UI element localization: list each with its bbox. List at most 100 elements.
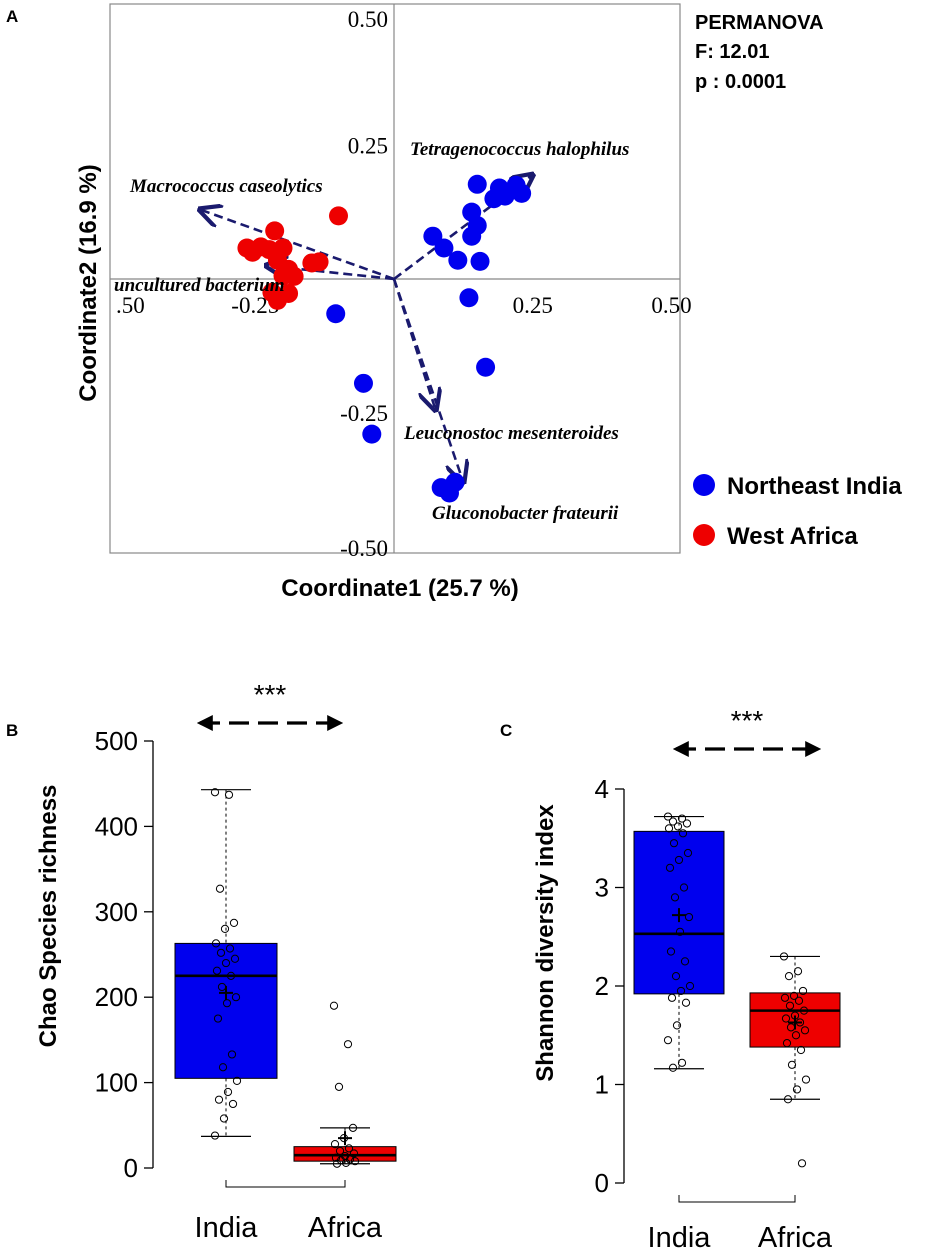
africa-point	[329, 206, 348, 226]
india-data-point	[677, 814, 687, 823]
africa-data-point	[780, 993, 790, 1002]
y-tick-label: 0	[595, 1168, 609, 1198]
india-data-point	[221, 958, 231, 968]
panel-label-c: C	[500, 721, 512, 740]
pcoa-y-tick-label: -0.50	[340, 536, 388, 561]
x-category-label: India	[648, 1222, 712, 1251]
india-data-point	[679, 883, 689, 892]
y-tick-label: 0	[124, 1153, 138, 1183]
significance-label: ***	[254, 679, 287, 710]
india-data-point	[676, 986, 686, 996]
pcoa-y-tick-label: 0.25	[348, 133, 388, 158]
africa-data-point	[779, 952, 789, 961]
india-data-point	[220, 924, 230, 933]
india-data-point	[670, 893, 680, 902]
africa-data-point	[783, 1095, 793, 1104]
india-data-point	[227, 1050, 237, 1059]
africa-point	[265, 221, 285, 241]
pcoa-y-tick-label: -0.25	[340, 401, 388, 426]
india-mean-marker	[672, 908, 686, 923]
india-point	[431, 478, 451, 498]
india-data-point	[665, 863, 675, 872]
shannon-boxplot: 0 1 2 3 4 India Africa ***	[595, 705, 841, 1251]
y-tick-label: 2	[595, 971, 609, 1001]
pcoa-x-title: Coordinate1 (25.7 %)	[281, 575, 518, 602]
africa-data-point	[331, 1153, 341, 1162]
india-data-point	[216, 948, 226, 957]
pcoa-legend: Northeast India West Africa	[693, 473, 902, 550]
vector-label: Tetragenococcus halophilus	[410, 139, 629, 160]
india-data-point	[232, 1076, 242, 1085]
x-axis-bracket	[225, 1180, 346, 1188]
africa-mean-marker	[338, 1131, 352, 1146]
y-tick-label: 3	[595, 873, 609, 903]
africa-data-point	[334, 1082, 344, 1091]
india-data-point	[685, 981, 695, 991]
legend-swatch-india	[693, 474, 715, 496]
legend-label-africa: West Africa	[727, 523, 858, 550]
panel-label-a: A	[6, 7, 18, 26]
india-data-point	[212, 966, 222, 975]
india-data-point	[223, 1087, 233, 1097]
africa-data-point	[797, 1159, 807, 1168]
y-tick-label: 100	[95, 1068, 138, 1098]
india-point	[434, 238, 454, 258]
africa-data-point	[798, 986, 808, 996]
africa-data-point	[787, 1060, 797, 1069]
india-point	[326, 304, 346, 324]
chao-boxplot: 0 100 200 300 400 500 India Africa ***	[95, 679, 397, 1244]
permanova-p: p : 0.0001	[695, 71, 786, 93]
vector-label: Gluconobacter frateurii	[432, 503, 619, 524]
africa-data-point	[799, 1006, 809, 1015]
india-data-point	[228, 1099, 238, 1109]
india-point	[476, 357, 496, 377]
india-data-point	[681, 998, 691, 1007]
india-data-point	[666, 947, 676, 956]
africa-data-point	[801, 1075, 811, 1084]
india-box	[174, 942, 278, 1079]
india-data-point	[215, 884, 225, 893]
pcoa-x-tick-label: 0.50	[651, 293, 691, 318]
africa-point	[309, 252, 329, 272]
africa-data-point	[332, 1159, 342, 1168]
legend-swatch-africa	[693, 524, 715, 546]
africa-data-point	[343, 1040, 353, 1049]
india-data-point	[211, 939, 221, 948]
africa-data-point	[330, 1139, 340, 1149]
africa-data-point	[791, 1031, 801, 1040]
india-data-point	[680, 957, 690, 966]
chao-y-title: Chao Species richness	[35, 785, 62, 1048]
india-data-point	[219, 1114, 229, 1123]
legend-label-india: Northeast India	[727, 473, 902, 500]
africa-data-point	[781, 1014, 791, 1023]
africa-data-point	[794, 996, 804, 1005]
india-data-point	[672, 1021, 682, 1030]
africa-data-point	[349, 1149, 359, 1158]
shannon-y-title: Shannon diversity index	[532, 804, 559, 1082]
india-point	[484, 189, 504, 209]
y-tick-label: 400	[95, 811, 138, 841]
india-data-point	[671, 972, 681, 981]
africa-mean-marker	[788, 1015, 802, 1030]
india-data-point	[682, 819, 692, 828]
india-data-point	[675, 927, 685, 936]
significance-label: ***	[731, 705, 764, 736]
india-data-point	[210, 788, 220, 797]
panel-label-b: B	[6, 721, 18, 740]
pcoa-x-tick-label: 0.25	[513, 293, 553, 318]
permanova-title: PERMANOVA	[695, 12, 824, 34]
africa-data-point	[782, 1039, 792, 1048]
africa-data-point	[800, 1026, 810, 1035]
india-data-point	[229, 918, 239, 928]
pcoa-y-tick-label: 0.50	[348, 7, 388, 32]
india-data-point	[226, 971, 236, 980]
pcoa-x-tick-label: .50	[116, 293, 145, 318]
india-mean-marker	[219, 985, 233, 1000]
india-data-point	[668, 817, 678, 826]
x-category-label: India	[195, 1212, 259, 1244]
loading-vector	[200, 209, 395, 281]
y-tick-label: 500	[95, 726, 138, 756]
india-data-point	[663, 812, 673, 821]
india-data-point	[673, 822, 683, 831]
